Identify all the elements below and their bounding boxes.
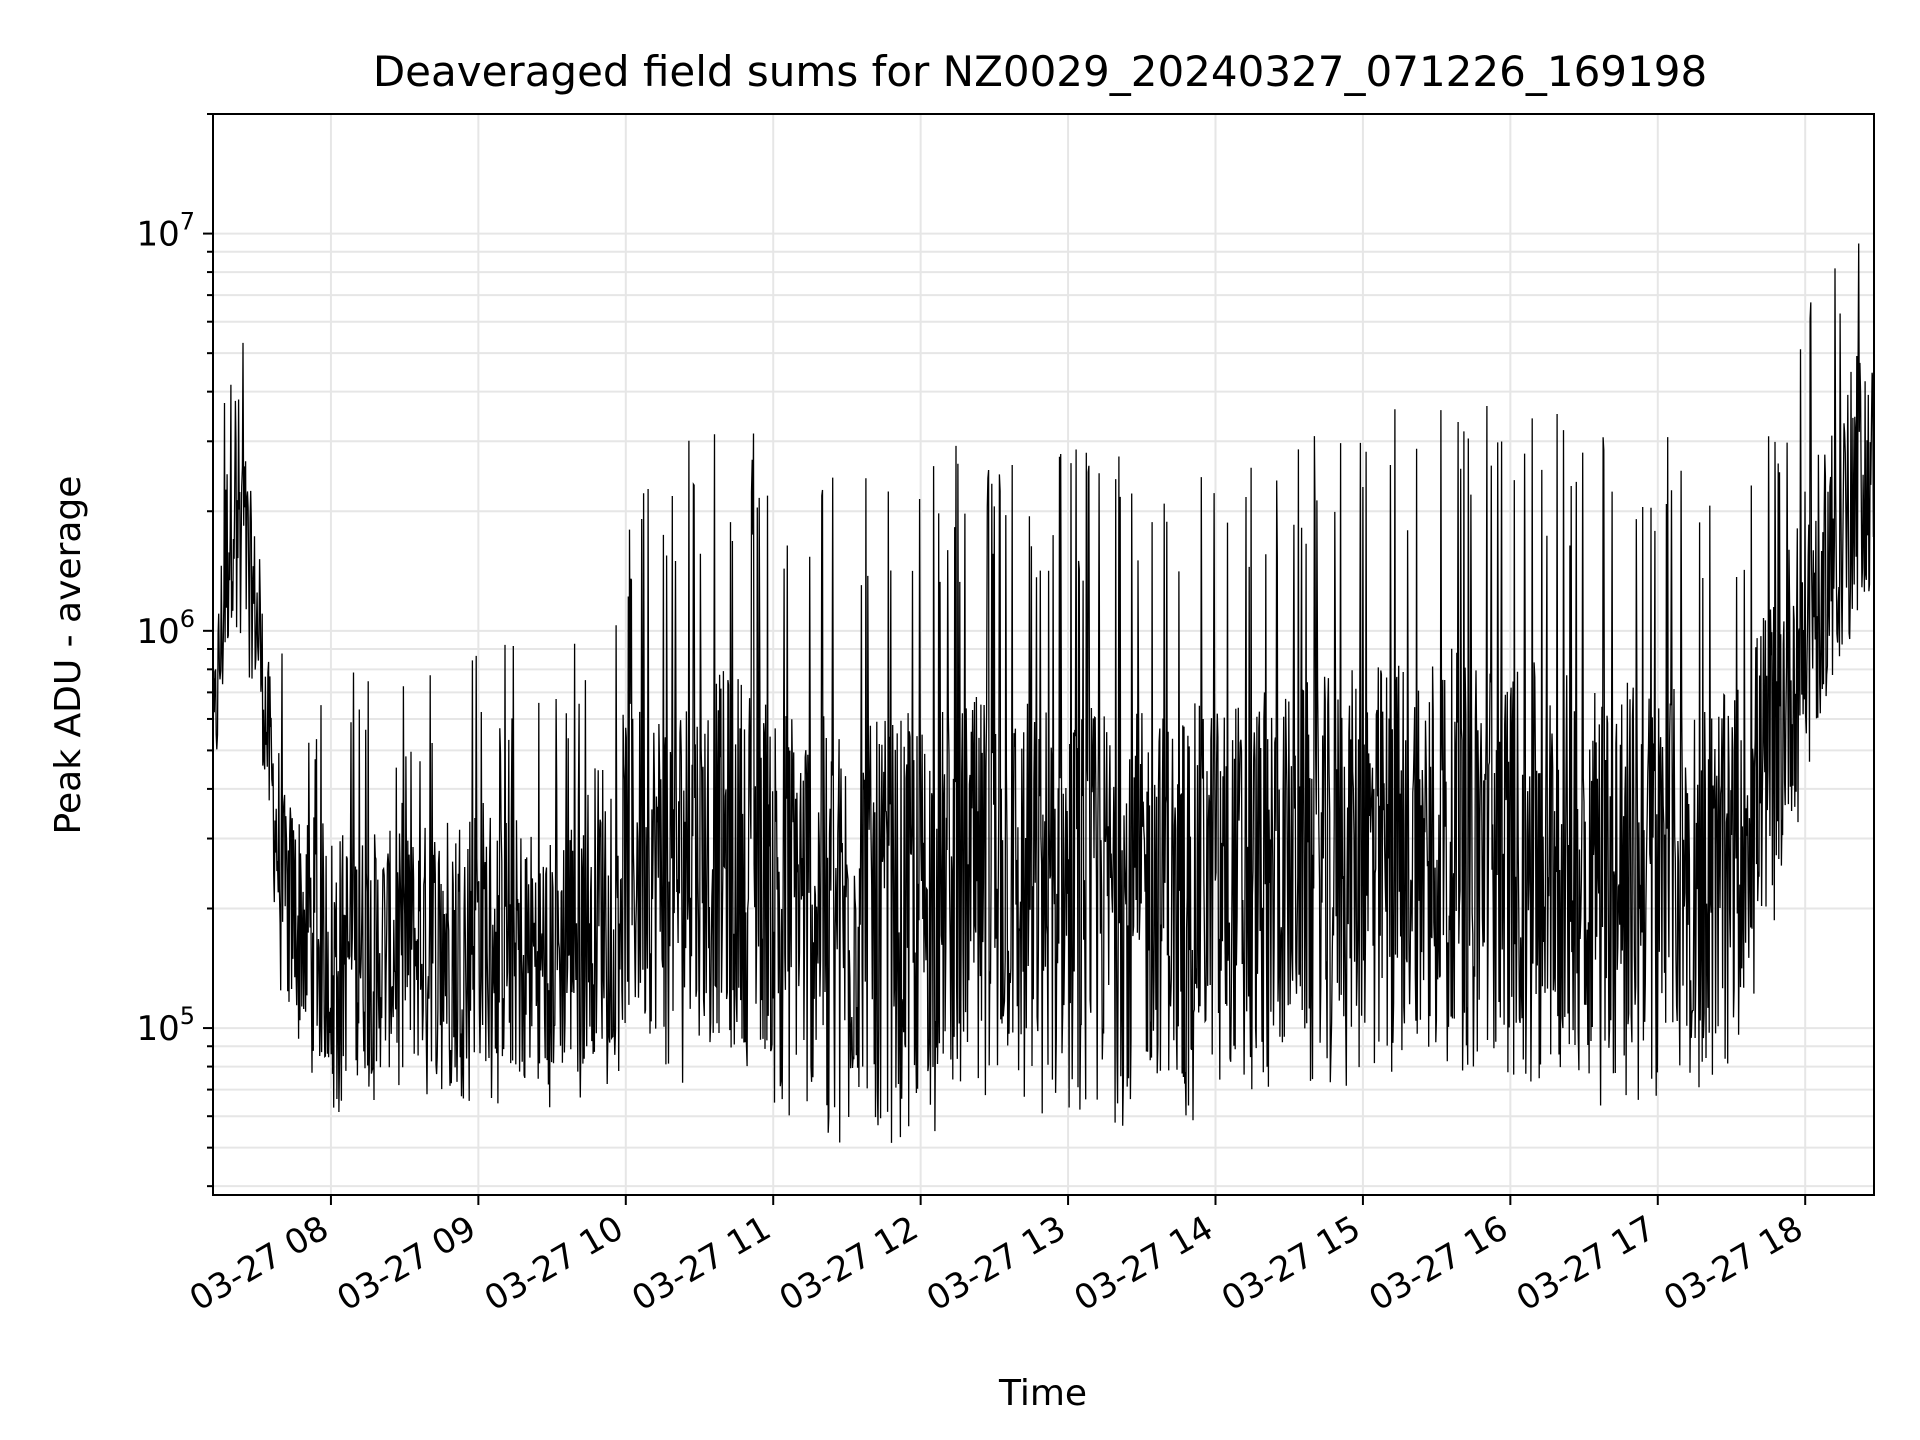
series-line xyxy=(212,243,1875,1143)
chart-title: Deaveraged field sums for NZ0029_2024032… xyxy=(373,47,1707,96)
y-tick-label: 107 xyxy=(136,208,195,255)
plot-frame xyxy=(212,113,1875,1196)
series-layer xyxy=(212,243,1875,1143)
y-tick-label: 106 xyxy=(136,605,195,652)
y-tick-label: 105 xyxy=(136,1002,195,1049)
x-axis-label: Time xyxy=(998,1373,1087,1414)
y-axis-label: Peak ADU - average xyxy=(48,476,89,835)
